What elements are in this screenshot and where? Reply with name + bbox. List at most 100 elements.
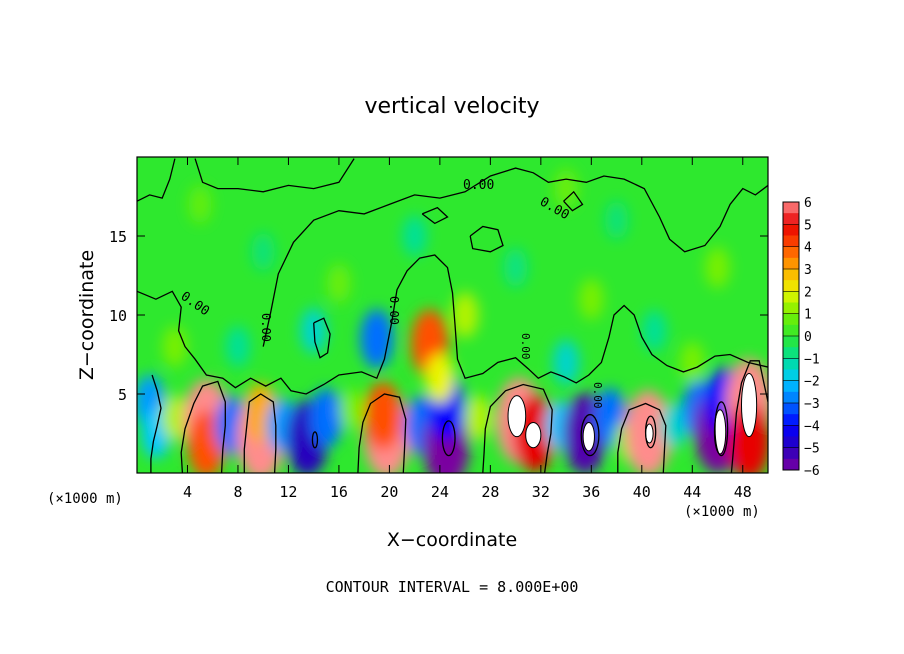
x-tick-label: 12	[279, 483, 297, 501]
colorbar-swatch	[783, 280, 799, 292]
velocity-cell	[503, 248, 528, 288]
saturated-region	[525, 421, 542, 449]
colorbar-label: −1	[804, 352, 820, 367]
colorbar-label: 2	[804, 285, 812, 300]
colorbar-label: 0	[804, 330, 812, 345]
velocity-cell	[161, 394, 189, 441]
x-tick-label: 28	[481, 483, 499, 501]
chart-title: vertical velocity	[364, 94, 539, 119]
contour-label-zero-low: 0.00	[591, 382, 604, 409]
zero-contour	[482, 383, 553, 473]
velocity-cell	[339, 389, 364, 431]
velocity-cell	[251, 232, 275, 271]
x-tick-label: 32	[532, 483, 550, 501]
velocity-cell	[162, 326, 188, 368]
colorbar-swatch	[783, 324, 799, 337]
colorbar-swatch	[783, 291, 799, 303]
zero-contour	[563, 190, 584, 212]
y-axis-label: Z−coordinate	[76, 250, 98, 380]
colorbar-swatch	[783, 447, 799, 460]
contour-label-zero-center: 0.00	[387, 296, 401, 325]
zero-contour	[150, 374, 162, 473]
x-tick-label: 4	[183, 483, 192, 501]
colorbar-label: −4	[804, 419, 820, 434]
velocity-cell	[188, 185, 212, 224]
velocity-cell	[309, 388, 343, 448]
colorbar-swatch	[783, 436, 799, 449]
x-tick-label: 40	[633, 483, 651, 501]
colorbar-swatch	[783, 202, 799, 214]
closed-contour	[580, 413, 600, 457]
colorbar-label: 4	[804, 241, 812, 256]
closed-contour	[311, 431, 319, 449]
colorbar-label: −5	[804, 442, 820, 457]
colorbar-swatch	[783, 403, 799, 415]
velocity-cell	[552, 339, 580, 386]
zero-contour	[313, 317, 331, 359]
colorbar-swatch	[783, 246, 799, 259]
y-tick-label: 5	[118, 386, 127, 404]
colorbar-swatch	[783, 358, 799, 370]
plot-area: 0.00 0.00 0.00 0.00 0.00 0.00 0.00	[136, 156, 769, 474]
velocity-cell	[680, 341, 705, 383]
zero-contour	[730, 360, 768, 473]
zero-contour	[262, 167, 768, 347]
x-tick-labels: 4 8 12 16 20 24 28 32 36 40 44 48	[183, 483, 752, 501]
colorbar-swatch	[783, 336, 799, 348]
colorbar-swatch	[783, 458, 799, 471]
y-tick-label: 15	[109, 228, 127, 246]
axis-ticks	[137, 157, 768, 473]
velocity-cell	[364, 382, 402, 451]
velocity-cell	[728, 402, 768, 473]
closed-contour	[714, 401, 729, 457]
colorbar-swatch	[783, 380, 799, 393]
x-tick-label: 24	[431, 483, 449, 501]
saturated-region	[507, 395, 527, 438]
colorbar-label: −6	[804, 464, 820, 479]
x-tick-label: 44	[683, 483, 701, 501]
colorbar-label: 1	[804, 308, 812, 323]
x-tick-label: 16	[330, 483, 348, 501]
contour-interval-note: CONTOUR INTERVAL = 8.000E+00	[326, 578, 579, 596]
contour-label-zero-top: 0.00	[463, 178, 494, 193]
closed-contour	[441, 420, 456, 457]
colorbar-swatch	[783, 302, 799, 315]
zero-contour	[357, 393, 407, 473]
colorbar-label: 6	[804, 196, 812, 211]
colorbar-swatch	[783, 391, 799, 404]
colorbar-swatch	[783, 347, 799, 359]
x-tick-label: 36	[582, 483, 600, 501]
x-tick-label: 8	[233, 483, 242, 501]
zero-contour	[243, 393, 277, 473]
colorbar-swatch	[783, 224, 799, 236]
colorbar-swatch	[783, 269, 799, 281]
zero-contour	[617, 402, 667, 473]
colorbar-label: −2	[804, 375, 820, 390]
colorbar-swatch	[783, 235, 799, 248]
colorbar-label: 5	[804, 218, 812, 233]
velocity-cell	[579, 278, 604, 320]
zero-contour	[469, 225, 504, 253]
colorbar-swatch	[783, 313, 799, 326]
y-tick-labels: 5 10 15	[109, 228, 127, 404]
saturated-region	[582, 421, 595, 452]
colorbar-swatch	[783, 414, 799, 426]
colorbar-label: 3	[804, 263, 812, 278]
x-unit-right: (×1000 m)	[684, 504, 760, 520]
velocity-cell	[605, 201, 629, 240]
x-tick-label: 20	[380, 483, 398, 501]
contour-label-zero-left: 0.00	[259, 313, 273, 342]
colorbar-swatch	[783, 369, 799, 382]
y-tick-label: 10	[109, 307, 127, 325]
velocity-cell	[660, 402, 687, 449]
velocity-cell	[451, 292, 479, 338]
velocity-cell	[327, 263, 351, 303]
x-unit-left: (×1000 m)	[47, 491, 123, 507]
x-axis-label: X−coordinate	[387, 529, 517, 551]
saturated-region	[740, 372, 758, 438]
colorbar-label: −3	[804, 397, 820, 412]
zero-contour	[137, 158, 176, 202]
colorbar-swatch	[783, 425, 799, 437]
velocity-cell	[402, 215, 427, 257]
velocity-cell	[554, 169, 578, 209]
